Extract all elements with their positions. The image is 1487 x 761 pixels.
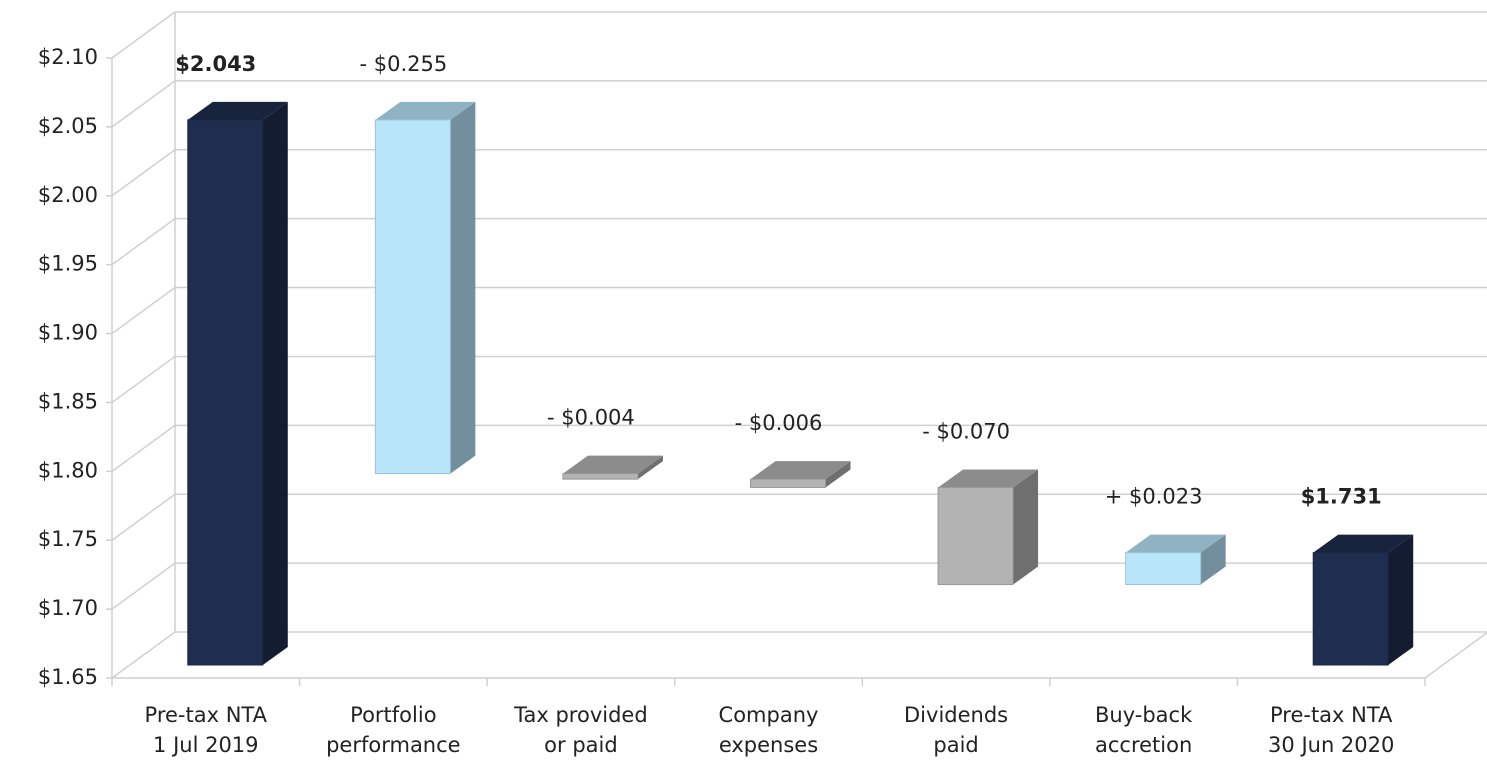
bar-side [262, 101, 288, 665]
grid-line [111, 562, 1487, 610]
bar-top [750, 461, 851, 480]
y-tick-label: $2.00 [38, 183, 98, 207]
grid-line [111, 493, 1487, 541]
floor [112, 631, 1487, 679]
value-label: - $0.070 [922, 419, 1010, 443]
bar-top [938, 469, 1039, 488]
x-tick-label: Company [719, 703, 819, 727]
bar [937, 486, 1014, 586]
bar-top [187, 101, 288, 120]
value-label: - $0.255 [359, 52, 447, 76]
y-tick-label: $1.80 [38, 458, 98, 482]
grid-line [111, 217, 1487, 266]
x-tick-label: 30 Jun 2020 [1268, 733, 1394, 757]
bar [562, 473, 639, 480]
bar-side [450, 101, 476, 474]
bar [750, 478, 826, 488]
y-tick-label: $1.85 [38, 389, 98, 413]
bar [374, 119, 451, 475]
y-tick-label: $1.70 [38, 596, 98, 620]
x-tick-label: accretion [1095, 733, 1192, 757]
y-tick-label: $2.10 [38, 45, 98, 69]
grid-line [111, 11, 1487, 59]
value-label: $2.043 [175, 52, 256, 76]
bar [1125, 552, 1202, 586]
bar-side [637, 455, 663, 480]
bar [187, 119, 264, 666]
grid-line [111, 355, 1487, 404]
x-tick-label: Pre-tax NTA [145, 703, 268, 727]
value-label: - $0.004 [547, 406, 635, 430]
bar-side [1388, 534, 1414, 665]
grid-line [111, 631, 1487, 679]
grid-line [111, 286, 1487, 335]
y-tick-label: $1.95 [38, 252, 98, 276]
x-tick-label: Tax provided [513, 703, 648, 727]
x-tick-label: or paid [544, 733, 618, 757]
grid-line [111, 424, 1487, 472]
bar-side [825, 461, 851, 488]
x-tick-label: Buy-back [1095, 703, 1193, 727]
bar-top [1125, 534, 1226, 553]
y-tick-label: $1.65 [38, 665, 98, 689]
bar-top [562, 455, 663, 474]
value-label: - $0.006 [735, 411, 823, 435]
value-label: $1.731 [1301, 485, 1382, 509]
x-tick-label: performance [326, 733, 461, 757]
bar-top [1313, 534, 1414, 553]
x-tick-label: 1 Jul 2019 [153, 733, 259, 757]
bar-top [375, 101, 476, 120]
bar [1312, 552, 1389, 666]
bar-side [1200, 534, 1226, 585]
x-tick-label: Pre-tax NTA [1270, 703, 1393, 727]
x-tick-label: Portfolio [350, 703, 436, 727]
grid-line [111, 80, 1487, 128]
value-label: + $0.023 [1105, 485, 1203, 509]
x-tick-label: paid [933, 733, 978, 757]
y-tick-label: $2.05 [38, 114, 98, 138]
bar-side [1013, 469, 1039, 585]
x-tick-label: expenses [719, 733, 818, 757]
grid-line [111, 149, 1487, 197]
y-tick-label: $1.90 [38, 321, 98, 345]
y-tick-label: $1.75 [38, 527, 98, 551]
x-tick-label: Dividends [904, 703, 1008, 727]
